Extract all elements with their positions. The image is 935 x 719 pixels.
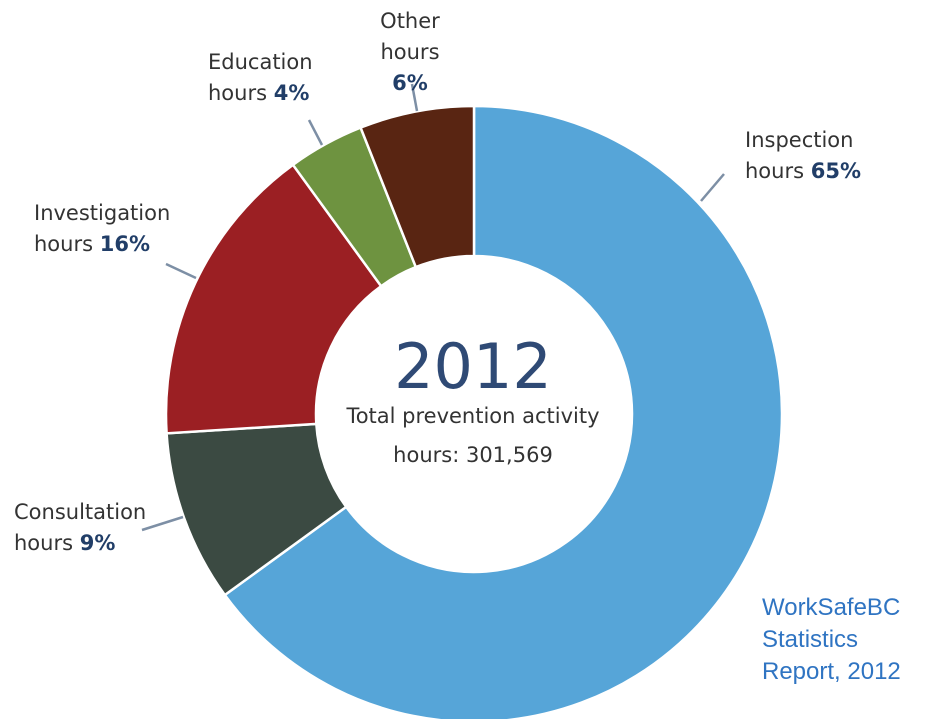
label-inspection-title: Inspection — [745, 128, 854, 152]
label-other-title: Other hours — [380, 9, 440, 64]
source-line-3: Report, 2012 — [762, 658, 901, 685]
source-line-1: WorkSafeBC — [762, 594, 901, 621]
slice-inspection — [223, 104, 784, 719]
leader-line-other — [410, 83, 419, 112]
label-education-title: Education — [208, 50, 313, 74]
label-other-percent: 6% — [392, 71, 428, 95]
center-subtitle-line1: Total prevention activity — [346, 404, 600, 428]
label-education-hours: hours — [208, 81, 268, 105]
source-line-2: Statistics — [762, 626, 859, 653]
label-other: Other hours 6% — [348, 6, 472, 99]
label-investigation-title: Investigation — [34, 201, 171, 225]
center-year: 2012 — [394, 330, 552, 403]
leader-line-investigation — [165, 262, 197, 280]
label-education-percent: 4% — [273, 81, 310, 105]
label-consultation: Consultation hours 9% — [14, 497, 146, 559]
leader-line-consultation — [141, 515, 184, 532]
label-inspection-percent: 65% — [810, 159, 861, 183]
label-investigation-hours: hours — [34, 232, 94, 256]
label-consultation-title: Consultation — [14, 500, 147, 524]
label-investigation: Investigation hours 16% — [34, 198, 170, 260]
label-investigation-percent: 16% — [99, 232, 150, 256]
slice-investigation — [164, 163, 383, 435]
slice-other — [358, 104, 476, 269]
leader-line-inspection — [700, 173, 725, 202]
label-inspection: Inspection hours 65% — [745, 125, 861, 187]
label-inspection-hours: hours — [745, 159, 805, 183]
label-consultation-hours: hours — [14, 531, 74, 555]
center-subtitle-line2: hours: 301,569 — [393, 443, 553, 467]
label-education: Education hours 4% — [208, 47, 313, 109]
source-note: WorkSafeBC Statistics Report, 2012 — [762, 592, 901, 688]
label-consultation-percent: 9% — [79, 531, 116, 555]
leader-line-education — [307, 119, 324, 146]
